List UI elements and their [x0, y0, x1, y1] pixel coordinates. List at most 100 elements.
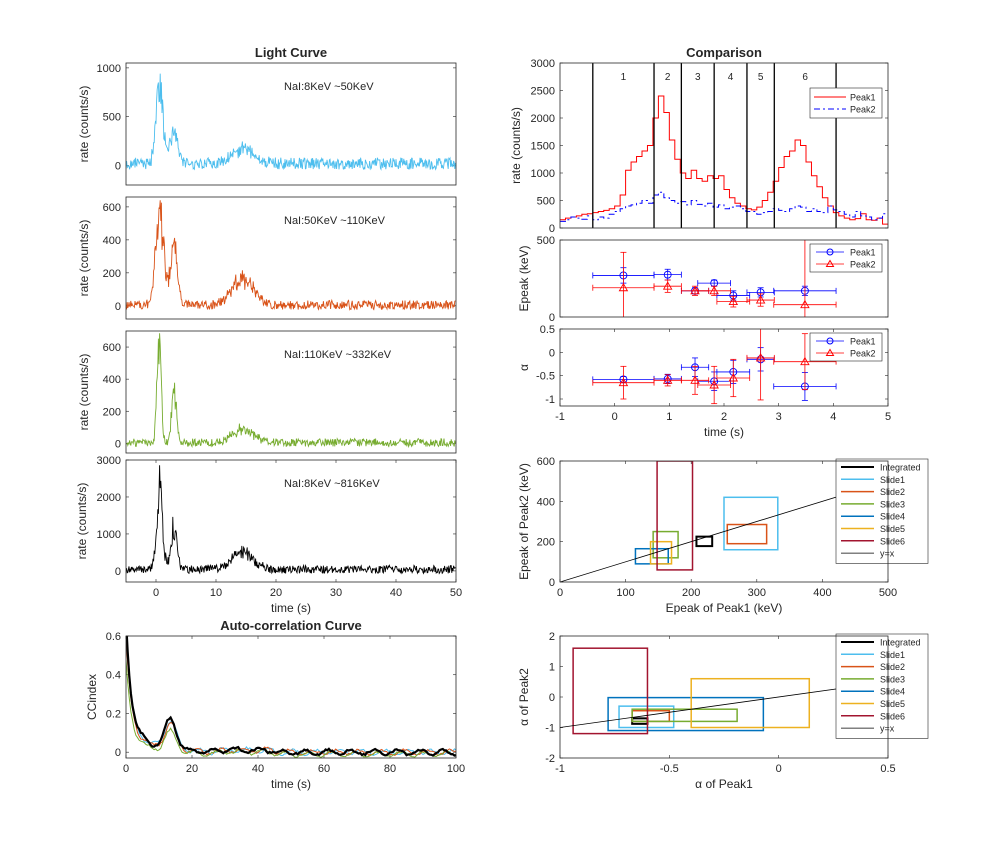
segment-label: 5	[758, 72, 764, 83]
chart-lc1: 0 500 1000 Light Curve rate (counts/s) NaI:8K…	[77, 45, 457, 186]
legend-label: Peak2	[850, 349, 876, 359]
legend-label: Peak1	[850, 93, 876, 103]
y-tick-label: 0	[115, 566, 121, 578]
data-point	[653, 279, 682, 293]
data-point	[592, 365, 655, 400]
y-axis-label: rate (counts/s)	[75, 483, 89, 560]
y-tick-label: -1	[545, 394, 555, 406]
x-tick-label: 400	[813, 587, 831, 599]
chart-epeak_cmp: 0 100 200 300 400 500 0 200 400 600 Epeak of Peak1…	[517, 456, 929, 615]
x-tick-label: 0	[612, 411, 618, 423]
data-point	[746, 329, 775, 401]
x-tick-label: 100	[447, 763, 465, 775]
data-point	[773, 240, 837, 317]
data-point	[746, 293, 775, 307]
parameter-box	[649, 540, 673, 565]
data-point	[716, 358, 751, 398]
y-tick-label: 400	[103, 374, 121, 386]
parameter-box	[690, 677, 811, 729]
y-tick-label: 0	[115, 747, 121, 759]
legend-label: Slide6	[880, 711, 905, 721]
segment-label: 4	[728, 72, 734, 83]
y-tick-label: 600	[537, 456, 555, 468]
parameter-box	[652, 530, 679, 559]
x-tick-label: 0	[153, 587, 159, 599]
y-tick-label: 2500	[531, 86, 555, 98]
parameter-box	[618, 705, 675, 729]
y-tick-label: 0	[115, 438, 121, 450]
legend-label: y=x	[880, 724, 895, 734]
x-tick-label: 0.5	[880, 763, 895, 775]
data-point	[773, 333, 837, 391]
identity-line	[560, 681, 888, 728]
y-axis-label: α of Peak2	[517, 668, 531, 726]
y-tick-label: 2000	[97, 492, 121, 504]
data-point	[746, 287, 775, 298]
legend-label: Slide6	[880, 536, 905, 546]
plot-area	[126, 460, 456, 582]
axes-frame	[125, 196, 457, 320]
y-tick-label: -0.5	[536, 371, 555, 383]
data-point	[697, 365, 731, 405]
light-curve-series	[126, 73, 456, 171]
x-tick-label: 100	[616, 587, 634, 599]
x-tick-label: 500	[879, 587, 897, 599]
y-tick-label: 200	[103, 406, 121, 418]
x-tick-label: 20	[270, 587, 282, 599]
x-tick-label: 50	[450, 587, 462, 599]
chart-cmp: 0 500 1000 1500 2000 2500 3000 Comparison rate (…	[509, 45, 889, 235]
x-tick-label: 1	[666, 411, 672, 423]
y-axis-label: rate (counts/s)	[77, 354, 91, 431]
y-tick-label: 0	[549, 312, 555, 324]
y-tick-label: 500	[537, 235, 555, 247]
legend-label: Slide2	[880, 487, 905, 497]
parameter-box	[723, 496, 779, 551]
data-point	[680, 365, 710, 395]
acf-series	[126, 636, 456, 757]
y-tick-label: 2000	[531, 113, 555, 125]
x-tick-label: 60	[318, 763, 330, 775]
x-tick-label: -1	[555, 763, 565, 775]
parameter-box	[631, 708, 738, 723]
energy-band-label: NaI:8KeV ~50KeV	[284, 81, 374, 93]
x-tick-label: 30	[330, 587, 342, 599]
legend-label: Slide5	[880, 524, 905, 534]
y-tick-label: 3000	[97, 455, 121, 467]
y-tick-label: 1000	[97, 529, 121, 541]
legend-label: Slide5	[880, 699, 905, 709]
x-axis-label: time (s)	[704, 425, 744, 439]
chart-epeak_t: 0 500 Epeak (keV) Peak1 Peak2	[517, 235, 889, 324]
x-tick-label: 20	[186, 763, 198, 775]
x-tick-label: 0	[123, 763, 129, 775]
x-tick-label: 200	[682, 587, 700, 599]
plot-area	[126, 331, 456, 453]
x-axis-label: α of Peak1	[695, 777, 753, 791]
y-tick-label: 0	[549, 692, 555, 704]
y-tick-label: 0.5	[540, 324, 555, 336]
y-tick-label: 0	[115, 160, 121, 172]
chart-alpha_t: -1 0 1 2 3 4 5 -1 -0.5 0 0.5 time (s) α Peak1 Peak2	[517, 324, 891, 439]
chart-acf: 0 20 40 60 80 100 0 0.2 0.4 0.6 Auto-correlation C…	[85, 618, 465, 791]
axes-frame	[559, 460, 889, 583]
chart-title: Light Curve	[255, 45, 327, 60]
chart-lc4: 0 10 20 30 40 50 0 1000 2000 3000 time (s) rate (co…	[75, 455, 462, 615]
axes-frame	[559, 635, 889, 759]
light-curve-series	[126, 200, 456, 311]
x-tick-label: -1	[555, 411, 565, 423]
legend: Integrated Slide1 Slide2 Slide3 Slide4 Slide5…	[835, 633, 929, 739]
legend-label: Slide2	[880, 662, 905, 672]
histogram-series	[560, 95, 888, 225]
parameter-box	[656, 461, 694, 571]
y-tick-label: -1	[545, 723, 555, 735]
plot-area	[126, 636, 456, 758]
y-tick-label: 3000	[531, 58, 555, 70]
x-tick-label: 2	[721, 411, 727, 423]
x-tick-label: 0	[557, 587, 563, 599]
x-axis-label: Epeak of Peak1 (keV)	[666, 601, 783, 615]
legend-label: Slide4	[880, 512, 905, 522]
data-point	[716, 295, 751, 308]
y-tick-label: 600	[103, 342, 121, 354]
y-tick-label: 2	[549, 631, 555, 643]
segment-label: 1	[621, 72, 627, 83]
